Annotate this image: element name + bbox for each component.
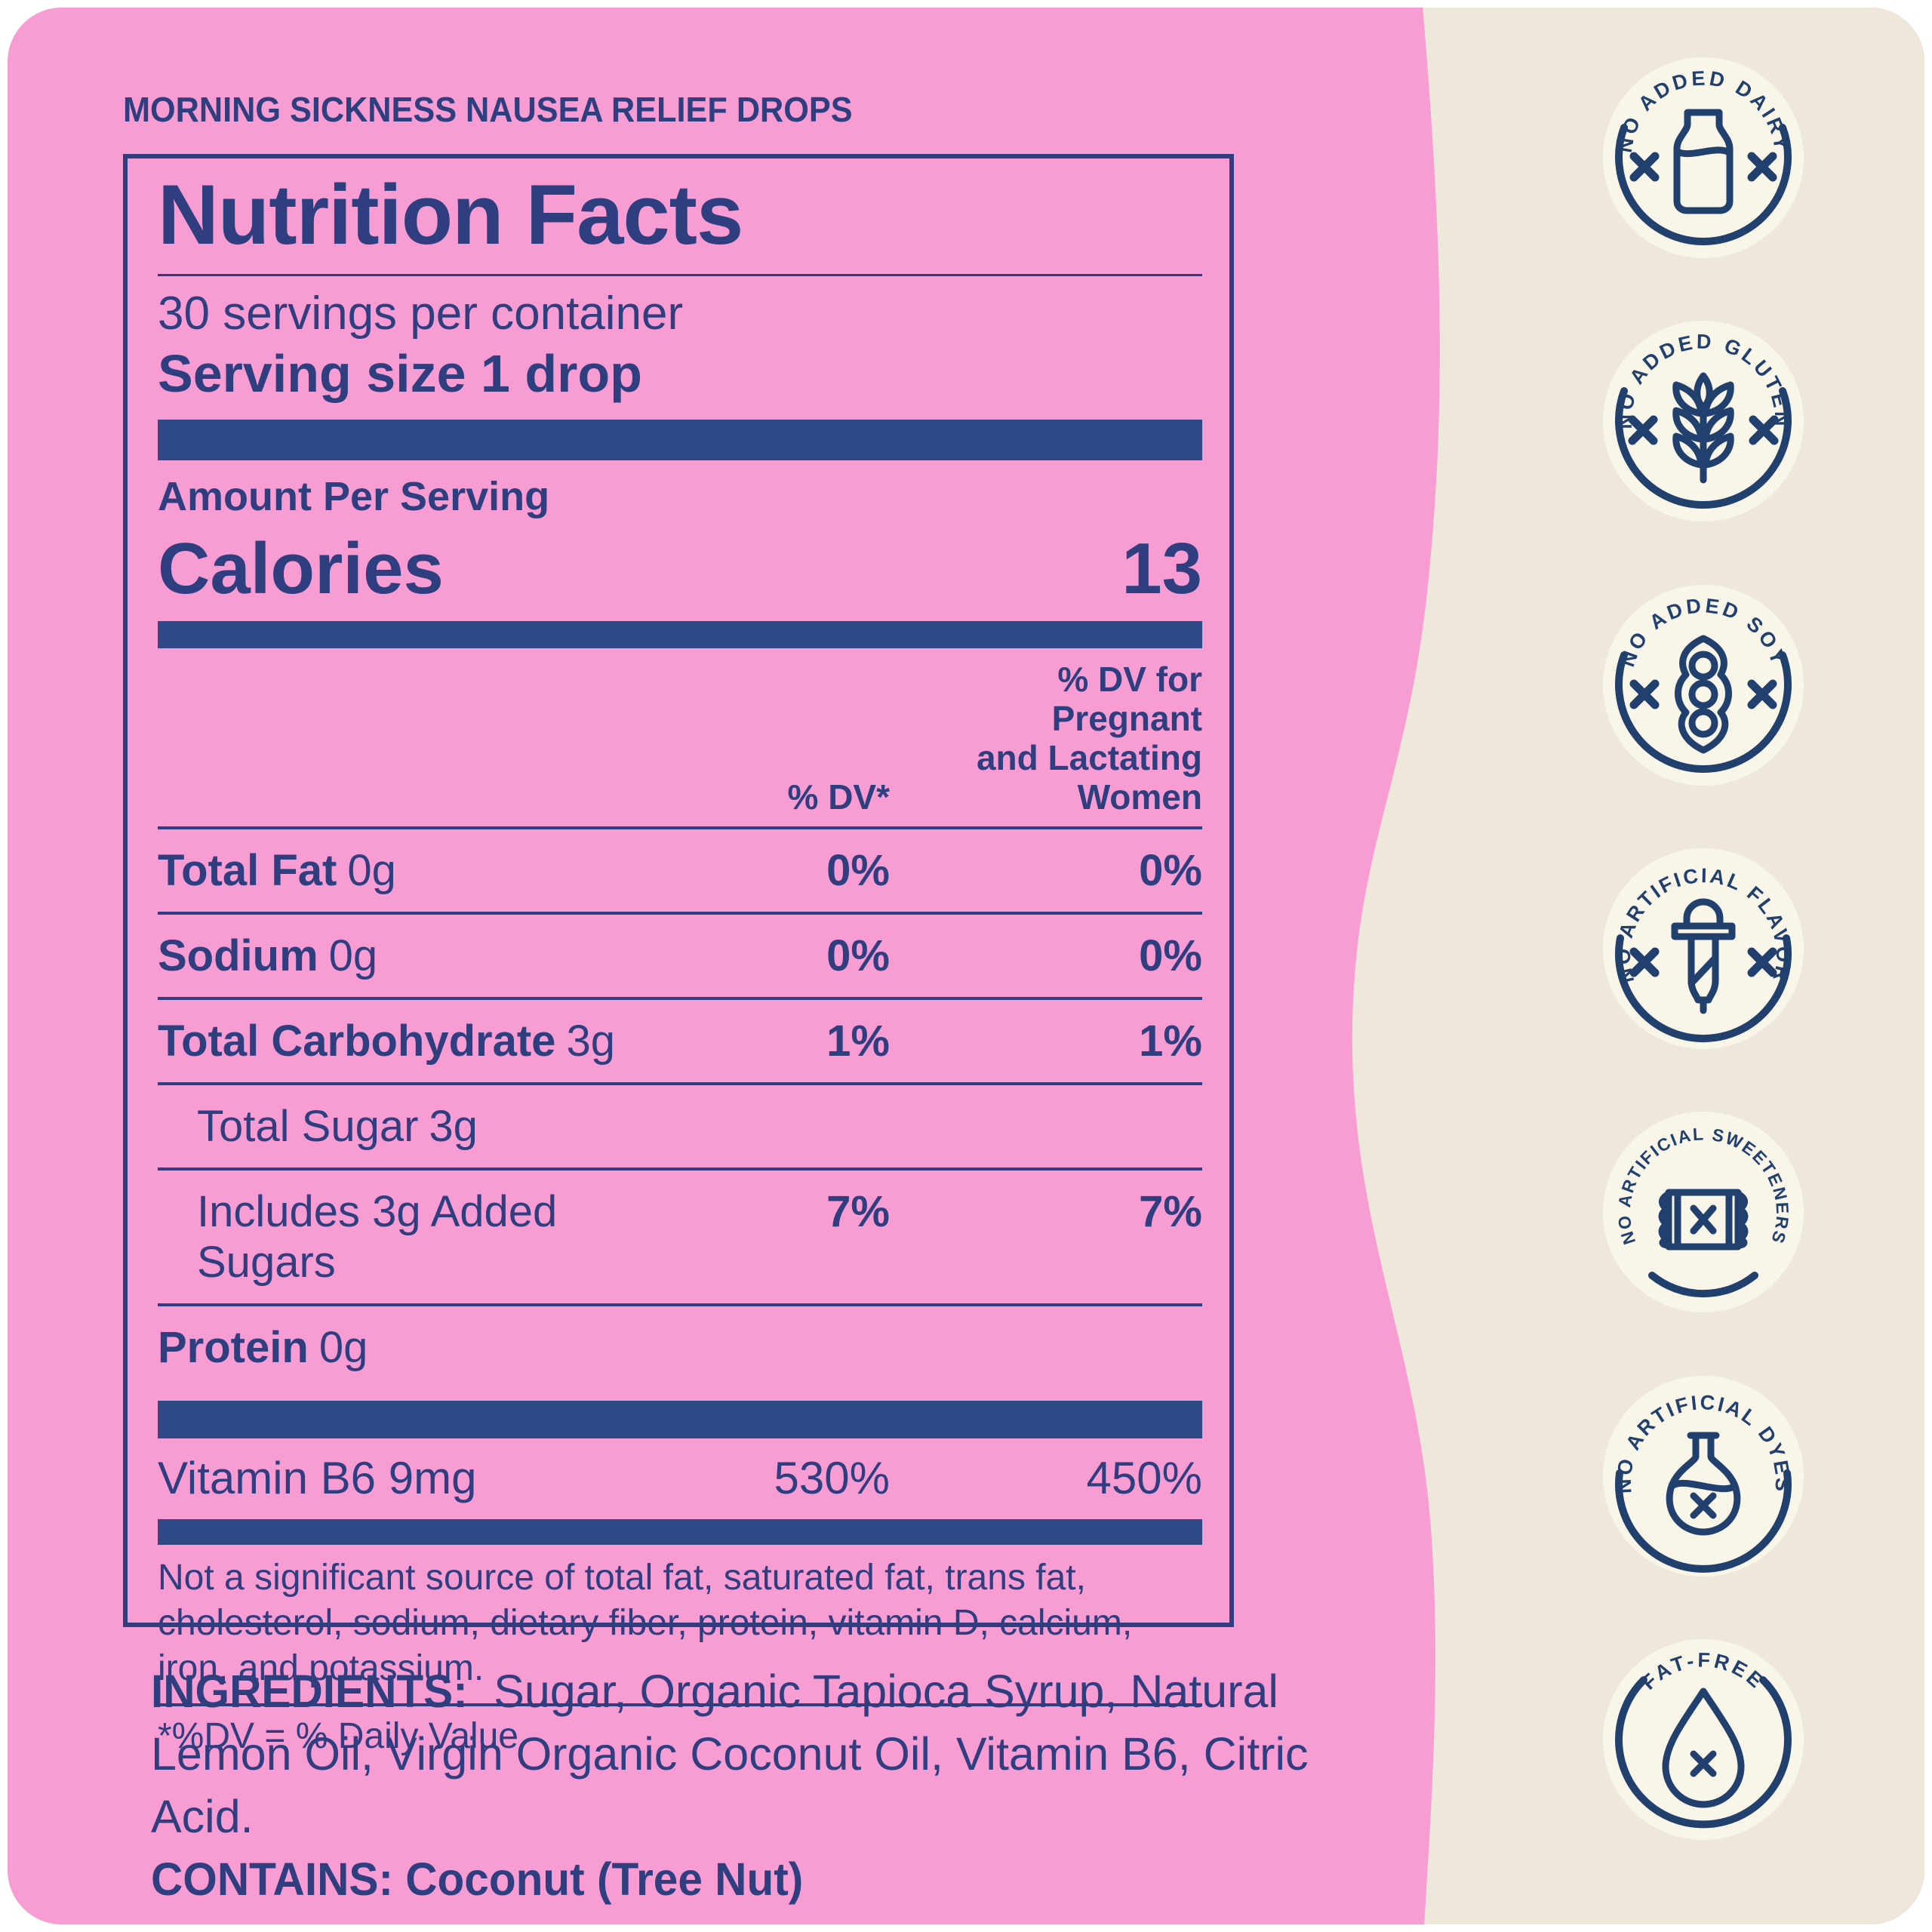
nutrient-label: Sodium — [158, 931, 318, 980]
ingredients-section: INGREDIENTS: Sugar, Organic Tapioca Syru… — [151, 1660, 1358, 1911]
not-significant-source-note: Not a significant source of total fat, s… — [158, 1557, 1133, 1688]
nutrition-facts-panel: Nutrition Facts 30 servings per containe… — [123, 154, 1234, 1756]
nutrient-row-protein: Protein 0g — [158, 1306, 1202, 1389]
badge-arc — [1615, 651, 1792, 773]
nutrient-amount: 3g — [566, 1016, 615, 1066]
wheat-icon — [1672, 372, 1734, 484]
daily-value-note: *%DV = % Daily Value — [158, 1715, 518, 1756]
badge-arc — [1615, 1676, 1792, 1829]
nutrient-dv-pregnant: 0% — [1139, 845, 1202, 895]
x-mark-icon — [1747, 152, 1777, 182]
badge-no-artificial-dyes: NO ARTIFICIAL DYES — [1598, 1371, 1809, 1582]
nutrient-row-total-sugar: Total Sugar 3g — [158, 1085, 1202, 1171]
vitamin-label: Vitamin B6 9mg — [158, 1452, 477, 1503]
nutrient-label: Total Carbohydrate — [158, 1016, 556, 1066]
x-mark-icon — [1629, 679, 1660, 709]
calories-value: 13 — [1121, 528, 1202, 610]
badge-no-artificial-flavor: NO ARTIFICIAL FLAVOR — [1598, 843, 1809, 1054]
x-mark-icon — [1747, 679, 1777, 709]
nutrient-label: Total Fat — [158, 845, 337, 895]
dropper-icon — [1671, 898, 1736, 1014]
nutrient-row-sodium: Sodium 0g 0% 0% — [158, 915, 1202, 1000]
x-mark-icon — [1628, 415, 1658, 445]
nutrient-row-total-fat: Total Fat 0g 0% 0% — [158, 829, 1202, 915]
thick-divider-bar — [158, 1400, 1202, 1438]
badge-no-added-dairy: NO ADDED DAIRY — [1598, 52, 1809, 263]
nutrient-label: Includes 3g Added Sugars — [197, 1186, 558, 1287]
badge-arc — [1615, 1469, 1792, 1573]
x-mark-icon — [1629, 947, 1660, 977]
title-divider — [158, 273, 1202, 276]
dv-column-header: % DV* — [787, 777, 890, 817]
badge-circle — [1603, 848, 1804, 1049]
badge-no-added-gluten: NO ADDED GLUTEN — [1598, 315, 1809, 527]
nutrition-facts-title: Nutrition Facts — [158, 168, 743, 262]
badge-no-added-soy: NO ADDED SOY — [1598, 580, 1809, 791]
badge-fat-free: FAT-FREE — [1598, 1634, 1809, 1845]
dv-pregnant-header-line: Pregnant — [1051, 699, 1202, 739]
calories-row: Calories 13 — [158, 528, 1202, 611]
badge-circle — [1603, 57, 1804, 258]
nutrient-label: Protein — [158, 1322, 309, 1372]
vitamin-dv-pregnant: 450% — [1086, 1452, 1202, 1503]
nutrient-dv-pregnant: 0% — [1139, 931, 1202, 980]
vitamin-b6-row: Vitamin B6 9mg 530% 450% — [158, 1446, 1202, 1509]
footnote-divider — [158, 1703, 1202, 1706]
badge-circle — [1603, 1639, 1804, 1840]
nutrient-amount: 0g — [318, 1322, 368, 1372]
water-drop-icon — [1662, 1687, 1745, 1808]
dv-pregnant-column-header: % DV for Pregnant and Lactating Women — [890, 660, 1202, 817]
badge-circle — [1603, 1112, 1804, 1312]
soy-pod-icon — [1675, 635, 1732, 754]
nutrient-dv-pregnant: 1% — [1139, 1016, 1202, 1066]
nutrient-amount: 0g — [347, 845, 396, 895]
nutrient-dv: 0% — [826, 845, 890, 895]
contains-statement: CONTAINS: Coconut (Tree Nut) — [151, 1853, 804, 1905]
product-title: MORNING SICKNESS NAUSEA RELIEF DROPS — [123, 90, 853, 129]
badge-arc — [1615, 934, 1792, 1042]
ingredients-text: Sugar, Organic Tapioca Syrup, Natural Le… — [151, 1666, 1309, 1842]
ingredients-label: INGREDIENTS: — [151, 1666, 468, 1717]
dv-header-row: % DV* % DV for Pregnant and Lactating Wo… — [158, 656, 1202, 829]
nutrient-row-total-carbohydrate: Total Carbohydrate 3g 1% 1% — [158, 1000, 1202, 1085]
x-mark-icon — [1749, 415, 1779, 445]
dv-pregnant-header-line: % DV for — [1057, 660, 1202, 700]
dv-pregnant-header-line: and Lactating — [976, 738, 1202, 778]
x-mark-icon — [1629, 152, 1660, 182]
nutrient-dv: 0% — [826, 931, 890, 980]
dv-pregnant-header-line: Women — [1077, 777, 1202, 817]
badge-arc — [1615, 124, 1792, 245]
nutrient-amount: 0g — [328, 931, 378, 980]
milk-bottle-icon — [1673, 109, 1734, 214]
badge-circle — [1603, 1376, 1804, 1577]
calories-label: Calories — [158, 528, 444, 610]
nutrient-dv: 1% — [826, 1016, 890, 1066]
thick-divider-bar — [158, 420, 1202, 461]
nutrient-label: Total Sugar — [197, 1101, 419, 1151]
flask-icon — [1666, 1432, 1741, 1536]
serving-size: Serving size 1 drop — [158, 343, 642, 403]
nutrient-amount: 3g — [429, 1101, 478, 1151]
medium-divider-bar — [158, 1518, 1202, 1545]
badge-no-artificial-sweeteners: NO ARTIFICIAL SWEETENERS — [1598, 1106, 1809, 1318]
amount-per-serving-label: Amount Per Serving — [158, 474, 550, 520]
badge-arc — [1615, 387, 1792, 509]
badge-arc — [1648, 1272, 1758, 1298]
x-mark-icon — [1747, 947, 1777, 977]
servings-per-container: 30 servings per container — [158, 287, 684, 340]
nutrient-row-added-sugars: Includes 3g Added Sugars 7% 7% — [158, 1171, 1202, 1306]
nutrient-dv-pregnant: 7% — [1139, 1186, 1202, 1236]
vitamin-dv: 530% — [774, 1452, 890, 1503]
medium-divider-bar — [158, 621, 1202, 649]
nutrient-dv: 7% — [826, 1186, 890, 1236]
candy-wrapper-icon — [1658, 1189, 1749, 1251]
